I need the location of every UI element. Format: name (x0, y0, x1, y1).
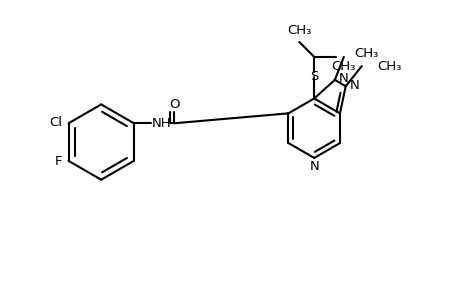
Text: NH: NH (151, 117, 171, 130)
Text: O: O (169, 98, 179, 111)
Text: CH₃: CH₃ (377, 60, 401, 73)
Text: N: N (308, 160, 319, 173)
Text: S: S (309, 70, 318, 83)
Text: F: F (55, 155, 62, 168)
Text: CH₃: CH₃ (331, 60, 355, 73)
Text: N: N (338, 72, 348, 86)
Text: Cl: Cl (50, 116, 62, 129)
Text: CH₃: CH₃ (353, 47, 377, 60)
Text: CH₃: CH₃ (286, 24, 311, 37)
Text: N: N (349, 79, 358, 92)
